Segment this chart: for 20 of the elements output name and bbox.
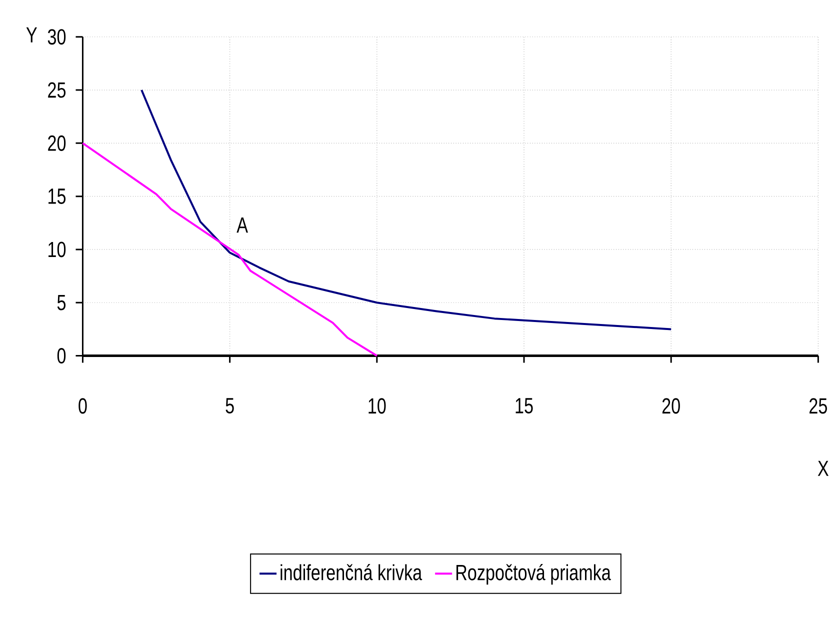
x-tick-label: 25	[810, 398, 827, 414]
line-series	[140, 89, 672, 330]
y-tick-label: 20	[48, 135, 66, 152]
line-series	[82, 142, 378, 357]
x-tick-label: 20	[662, 398, 680, 414]
y-tick-label: 30	[48, 29, 66, 45]
x-axis-title: X	[818, 460, 829, 476]
x-tick-label: 10	[368, 398, 386, 414]
y-tick-label: 5	[57, 295, 66, 310]
y-tick-label: 10	[48, 242, 66, 258]
legend-label: indiferenčná krivka	[280, 564, 422, 580]
y-tick-label: 0	[57, 348, 66, 364]
y-tick-label: 25	[48, 82, 66, 98]
y-axis-title: Y	[26, 27, 37, 43]
annotation: A	[236, 218, 248, 233]
x-tick-label: 5	[226, 398, 234, 414]
x-tick-label: 15	[516, 398, 533, 414]
x-tick-label: 0	[78, 398, 87, 414]
y-tick-label: 15	[48, 188, 66, 204]
legend-label: Rozpočtová priamka	[456, 564, 611, 585]
